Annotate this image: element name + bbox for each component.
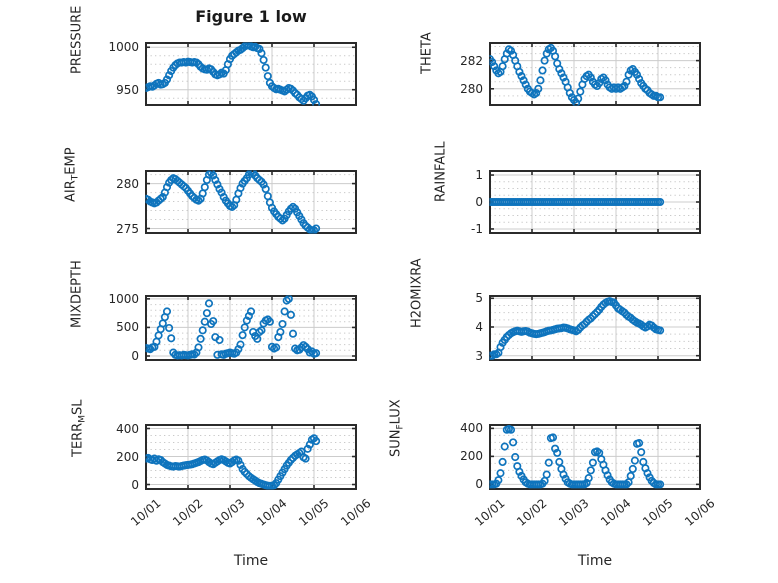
y-axis-label-segment: LUX xyxy=(388,399,404,425)
y-axis-label-segment: THETA xyxy=(419,32,435,74)
theta-plot xyxy=(484,37,706,115)
x-tick-label-left: 10/01 xyxy=(128,496,164,529)
pressure-chart xyxy=(145,42,357,106)
h2omixra-y-tick-label: 3 xyxy=(475,348,483,363)
h2omixra-y-tick-label: 4 xyxy=(475,319,483,334)
theta-y-tick-label: 280 xyxy=(460,81,483,96)
x-tick-label-right: 10/06 xyxy=(682,496,718,529)
y-axis-label-segment: TERR xyxy=(70,422,86,457)
pressure-y-tick-label: 950 xyxy=(116,82,139,97)
x-axis-label-right: Time xyxy=(577,553,613,569)
x-tick-label-right: 10/05 xyxy=(640,496,676,529)
y-axis-label-segment: MIXDEPTH xyxy=(69,260,85,328)
x-tick-label-left: 10/06 xyxy=(338,496,374,529)
sun_flux-y-tick-label: 400 xyxy=(460,421,483,436)
y-axis-label-segment: M xyxy=(77,415,88,423)
mixdepth-plot xyxy=(140,290,362,370)
theta-y-tick-label: 282 xyxy=(460,53,483,68)
x-tick-label-left: 10/03 xyxy=(212,496,248,529)
y-axis-label-segment: RAINFALL xyxy=(433,141,449,202)
figure-title: Figure 1 low xyxy=(195,7,307,26)
h2omixra-y-tick-label: 5 xyxy=(475,291,483,306)
x-tick-label-right: 10/03 xyxy=(556,496,592,529)
rainfall-plot xyxy=(484,165,706,243)
terr_msl-y-tick-label: 0 xyxy=(131,477,139,492)
terr_msl-y-tick-label: 200 xyxy=(116,449,139,464)
sun_flux-y-tick-label: 0 xyxy=(475,477,483,492)
x-tick-label-right: 10/01 xyxy=(472,496,508,529)
y-axis-label-segment: AIR xyxy=(63,180,79,202)
sun_flux-chart xyxy=(489,424,701,490)
mixdepth-y-tick-label: 1000 xyxy=(108,291,139,306)
x-tick-label-right: 10/02 xyxy=(514,496,550,529)
x-tick-label-left: 10/05 xyxy=(296,496,332,529)
air_temp-chart xyxy=(145,170,357,234)
air_temp-y-tick-label: 275 xyxy=(116,221,139,236)
pressure-y-tick-label: 1000 xyxy=(108,40,139,55)
x-axis-label-left: Time xyxy=(233,553,269,569)
rainfall-y-tick-label: -1 xyxy=(471,221,483,236)
y-axis-label-segment: SL xyxy=(70,399,86,416)
y-axis-label-segment: PRESSURE xyxy=(69,5,85,74)
pressure-plot xyxy=(140,37,362,115)
x-tick-label-left: 10/04 xyxy=(254,496,290,529)
y-axis-label-segment: T xyxy=(70,174,81,181)
x-tick-label-left: 10/02 xyxy=(170,496,206,529)
rainfall-y-tick-label: 0 xyxy=(475,195,483,209)
rainfall-y-tick-label: 1 xyxy=(475,168,483,183)
y-axis-label-segment: SUN xyxy=(388,429,404,458)
y-axis-label-segment: H2OMIXRA xyxy=(409,258,425,328)
air_temp-plot xyxy=(140,165,362,243)
y-axis-label-segment: F xyxy=(395,424,406,430)
h2omixra-plot xyxy=(484,290,706,370)
mixdepth-chart xyxy=(145,295,357,361)
terr_msl-plot xyxy=(140,419,362,499)
mixdepth-y-tick-label: 500 xyxy=(116,320,139,335)
air_temp-y-tick-label: 280 xyxy=(116,176,139,191)
terr_msl-y-tick-label: 400 xyxy=(116,421,139,436)
terr_msl-chart xyxy=(145,424,357,490)
x-tick-label-right: 10/04 xyxy=(598,496,634,529)
y-axis-label-segment: EMP xyxy=(63,147,79,175)
mixdepth-y-tick-label: 0 xyxy=(131,349,139,363)
sun_flux-plot xyxy=(484,419,706,499)
theta-chart xyxy=(489,42,701,106)
rainfall-chart xyxy=(489,170,701,234)
sun_flux-y-tick-label: 200 xyxy=(460,449,483,464)
h2omixra-chart xyxy=(489,295,701,361)
